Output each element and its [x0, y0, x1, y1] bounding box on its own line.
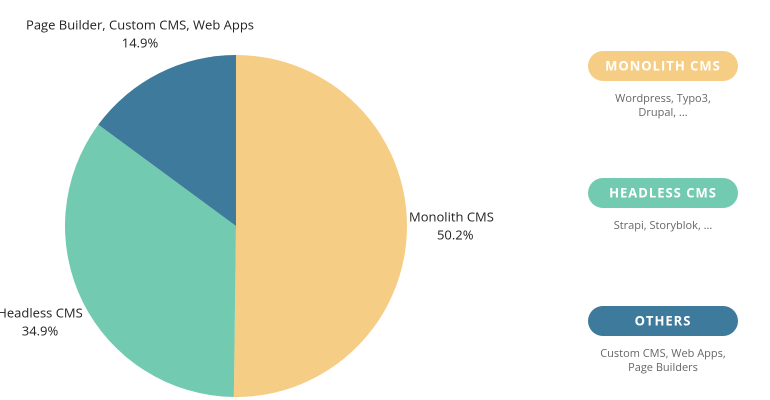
- slice-label: Headless CMS: [0, 303, 83, 321]
- legend-description: Page Builders: [628, 360, 698, 375]
- legend-description: Strapi, Storyblok, ...: [614, 218, 713, 233]
- pie-slice: [64, 124, 236, 397]
- legend-pill: [588, 178, 738, 208]
- slice-value: 50.2%: [437, 225, 474, 243]
- slice-label: Monolith CMS: [409, 207, 494, 225]
- legend-description: Drupal, ...: [638, 105, 687, 120]
- legend-label: OTHERS: [635, 311, 692, 329]
- legend-pill: [588, 51, 738, 81]
- legend-pill: [588, 306, 738, 336]
- slice-label: Page Builder, Custom CMS, Web Apps: [26, 15, 254, 33]
- legend-description: Custom CMS, Web Apps,: [600, 346, 726, 361]
- pie-slice: [98, 54, 236, 226]
- legend-label: MONOLITH CMS: [605, 56, 721, 74]
- legend-label: HEADLESS CMS: [609, 183, 717, 201]
- pie-slice: [233, 55, 407, 397]
- slice-value: 34.9%: [22, 321, 59, 339]
- legend-description: Wordpress, Typo3,: [615, 91, 711, 106]
- slice-value: 14.9%: [122, 33, 159, 51]
